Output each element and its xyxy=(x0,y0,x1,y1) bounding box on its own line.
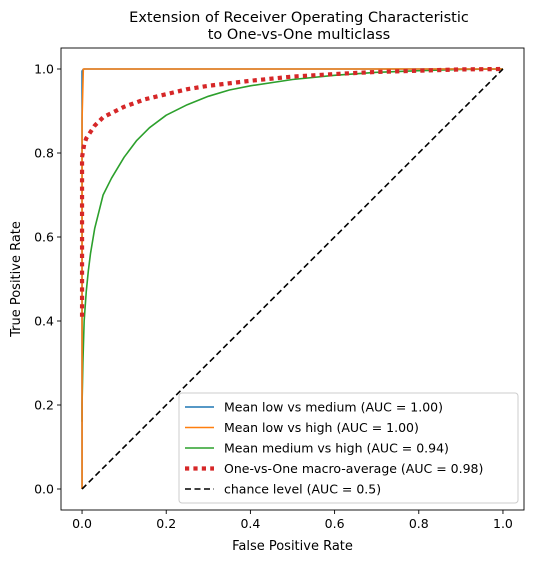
plot-frame xyxy=(60,47,525,511)
legend-label-0: Mean low vs medium (AUC = 1.00) xyxy=(224,400,443,415)
y-tick-label: 0.4 xyxy=(34,314,54,329)
legend-label-1: Mean low vs high (AUC = 1.00) xyxy=(224,420,419,435)
y-tick-label: 0.8 xyxy=(34,146,54,161)
y-tick-label: 1.0 xyxy=(34,62,54,77)
series-layer xyxy=(79,66,504,490)
legend: Mean low vs medium (AUC = 1.00) Mean low … xyxy=(178,392,519,504)
x-tick-label: 0.4 xyxy=(240,516,260,531)
x-axis-label: False Positive Rate xyxy=(232,539,353,554)
series-line-3 xyxy=(79,66,503,317)
x-tick-label: 0.8 xyxy=(409,516,429,531)
legend-frame xyxy=(178,392,519,504)
y-axis-label: True Positive Rate xyxy=(9,221,24,338)
series-line-4 xyxy=(81,68,504,490)
x-tick-label: 0.2 xyxy=(156,516,176,531)
x-tick-label: 1.0 xyxy=(493,516,513,531)
x-tick-label: 0.6 xyxy=(325,516,345,531)
legend-label-4: chance level (AUC = 0.5) xyxy=(224,482,381,497)
axis-ticks: 0.0 0.2 0.4 0.6 0.8 1.0 0.0 0.2 0.4 0.6 0.8 1.0 xyxy=(34,62,513,532)
chart-title-line-2: to One-vs-One multiclass xyxy=(208,27,391,43)
y-tick-label: 0.2 xyxy=(34,398,54,413)
x-tick-label: 0.0 xyxy=(72,516,92,531)
chart-title-line-1: Extension of Receiver Operating Characte… xyxy=(129,10,469,26)
y-tick-label: 0.0 xyxy=(34,482,54,497)
legend-label-2: Mean medium vs high (AUC = 0.94) xyxy=(224,441,449,456)
y-tick-label: 0.6 xyxy=(34,230,54,245)
series-line-2 xyxy=(81,68,503,422)
series-line-1 xyxy=(81,68,503,489)
legend-label-3: One-vs-One macro-average (AUC = 0.98) xyxy=(224,461,483,476)
